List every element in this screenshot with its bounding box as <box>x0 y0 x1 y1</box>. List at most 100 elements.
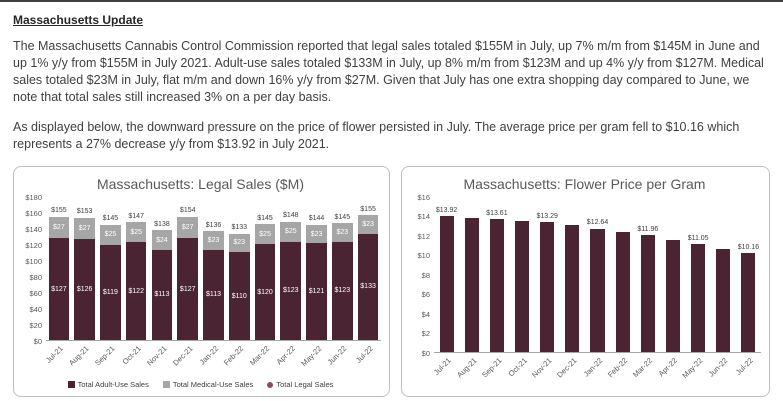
adult-sales-value: $113 <box>154 291 170 299</box>
x-axis-tick-label: Oct-21 <box>120 341 149 377</box>
x-axis-tick-text: Jul-21 <box>44 344 66 365</box>
stacked-bar: $23 $110 <box>228 233 250 340</box>
medical-sales-value: $25 <box>259 230 271 238</box>
y-axis-tick-label: $6 <box>421 289 430 299</box>
x-axis-tick-text: Jan-22 <box>197 344 220 367</box>
stacked-bar: $25 $122 <box>125 222 147 340</box>
medical-sales-value: $27 <box>181 224 194 232</box>
price-value-label: $12.64 <box>586 219 609 227</box>
total-legal-sales-label: $148 <box>282 212 299 220</box>
adult-sales-value: $120 <box>257 288 273 296</box>
total-legal-sales-label: $155 <box>51 207 67 215</box>
legal-sales-x-axis: Jul-21 Aug-21 Sep-21 Oct-21 Nov-21 Dec-21 Jan-… <box>44 341 381 377</box>
x-axis-tick-text: Feb-22 <box>605 356 630 380</box>
total-legal-sales-label: $145 <box>257 214 273 222</box>
price-bar <box>489 219 504 352</box>
y-axis-tick-label: $0 <box>421 348 430 358</box>
stacked-bar: $27 $127 <box>177 216 199 340</box>
stacked-bar-column: $144 $23 $121 <box>304 197 330 340</box>
price-bar-column: $10.16 <box>736 197 761 352</box>
stacked-bar-column: $145 $25 $120 <box>252 197 278 340</box>
price-bar-column: $13.61 <box>484 197 509 352</box>
medical-sales-segment: $23 <box>203 231 224 250</box>
paragraph-2: As displayed below, the downward pressur… <box>13 120 740 151</box>
charts-row: Massachusetts: Legal Sales ($M) $0 $20 $40… <box>13 166 771 397</box>
adult-sales-segment: $120 <box>254 244 276 340</box>
y-axis-tick-label: $140 <box>25 224 42 234</box>
y-axis-tick-label: $40 <box>29 304 42 314</box>
stacked-bar-column: $154 $27 $127 <box>175 197 201 340</box>
y-axis-tick-label: $180 <box>25 192 42 202</box>
legend-label: Total Legal Sales <box>276 380 334 389</box>
stacked-bar: $25 $119 <box>100 224 121 340</box>
adult-sales-segment: $121 <box>306 243 327 340</box>
adult-sales-segment: $110 <box>228 252 250 340</box>
y-axis-tick-label: $16 <box>417 192 430 202</box>
price-value-label: $13.29 <box>536 213 558 221</box>
price-value-label: $10.16 <box>737 243 760 251</box>
price-value-label: $13.61 <box>486 209 508 217</box>
price-bar <box>640 235 655 352</box>
adult-sales-segment: $113 <box>203 249 224 340</box>
legal-sales-plot-area: $155 $27 $127 $153 $27 $126 $145 $25 $119 $147 $25… <box>46 197 381 341</box>
flower-price-x-axis: Jul-21 Aug-21 Sep-21 Oct-21 Nov-21 Dec-21 Jan-… <box>432 353 761 389</box>
stacked-bar-column: $147 $25 $122 <box>123 197 149 340</box>
stacked-bar: $25 $120 <box>254 224 276 340</box>
price-bar <box>741 252 756 352</box>
medical-sales-segment: $27 <box>177 216 199 239</box>
legend-label: Total Adult-Use Sales <box>77 380 149 389</box>
total-legal-sales-label: $154 <box>179 207 196 215</box>
price-bar <box>515 220 530 352</box>
x-axis-tick-label: Jul-22 <box>734 353 761 389</box>
medical-sales-segment: $25 <box>280 221 302 242</box>
x-axis-tick-label: Dec-21 <box>171 341 201 377</box>
stacked-bar-column: $153 $27 $126 <box>72 197 98 340</box>
total-legal-sales-label: $145 <box>334 213 351 221</box>
x-axis-tick-label: Jun-22 <box>707 353 736 389</box>
x-axis-tick-text: Oct-21 <box>506 356 529 379</box>
stacked-bar: $27 $127 <box>48 216 70 340</box>
flower-price-plot-col: $13.92 $13.61 $13.29 $12.64 $11.96 $11.05 $10.… <box>432 197 761 389</box>
medical-sales-value: $27 <box>53 224 65 232</box>
price-bar-column: $12.64 <box>585 197 610 352</box>
price-bar <box>565 225 580 352</box>
adult-sales-value: $121 <box>308 288 325 296</box>
legal-sales-plot-wrap: $0 $20 $40 $60 $80 $100 $120 $140 $160 $180 $155 $… <box>20 193 381 377</box>
legal-sales-chart-title: Massachusetts: Legal Sales ($M) <box>97 176 304 192</box>
stacked-bar: $24 $113 <box>151 230 173 340</box>
price-bar-column <box>660 197 685 352</box>
price-bar-column: $13.92 <box>434 197 459 352</box>
page-title: Massachusetts Update <box>13 13 144 27</box>
legend-square-marker <box>162 381 170 388</box>
price-bar-column <box>610 197 635 352</box>
total-legal-sales-label: $155 <box>360 205 376 213</box>
x-axis-tick-text: Jul-22 <box>734 356 755 377</box>
adult-sales-segment: $126 <box>74 239 95 340</box>
price-bar <box>665 239 681 352</box>
medical-sales-value: $27 <box>78 224 91 232</box>
medical-sales-segment: $23 <box>306 224 327 244</box>
medical-sales-value: $25 <box>284 228 297 236</box>
price-bar-column: $11.05 <box>686 197 711 352</box>
y-axis-tick-label: $100 <box>25 256 42 266</box>
y-axis-tick-label: $10 <box>417 250 430 260</box>
x-axis-tick-text: Jul-22 <box>353 344 375 365</box>
total-legal-sales-label: $138 <box>154 221 170 229</box>
y-axis-tick-label: $12 <box>417 231 430 241</box>
adult-sales-segment: $123 <box>332 241 353 340</box>
stacked-bar-column: $133 $23 $110 <box>226 197 252 340</box>
adult-sales-value: $110 <box>231 292 247 300</box>
price-bar-column: $13.29 <box>535 197 560 352</box>
adult-sales-value: $122 <box>128 287 144 295</box>
flower-price-chart: Massachusetts: Flower Price per Gram $0 $… <box>401 166 770 397</box>
legal-sales-y-axis: $0 $20 $40 $60 $80 $100 $120 $140 $160 $180 <box>20 193 46 344</box>
x-axis-tick-label: Sep-21 <box>93 341 124 377</box>
medical-sales-segment: $27 <box>48 216 70 239</box>
x-axis-tick-text: Feb-22 <box>222 344 246 368</box>
medical-sales-value: $23 <box>362 220 374 228</box>
y-axis-tick-label: $14 <box>417 211 430 221</box>
medical-sales-value: $23 <box>336 228 349 236</box>
total-legal-sales-label: $153 <box>76 208 93 216</box>
total-legal-sales-label: $147 <box>128 213 144 221</box>
